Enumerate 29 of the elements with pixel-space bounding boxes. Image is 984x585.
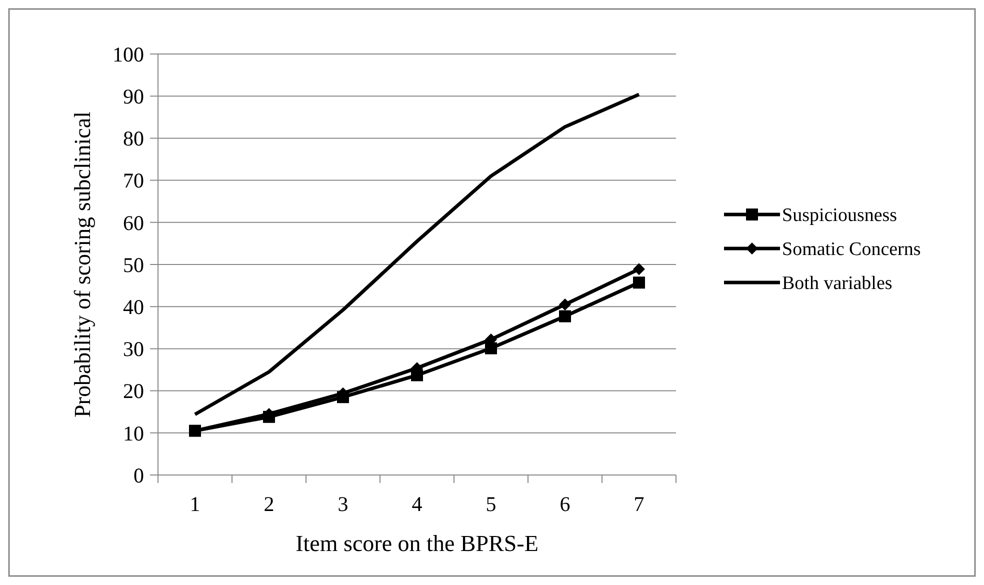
- legend-label: Somatic Concerns: [782, 239, 921, 260]
- y-tick-label: 100: [112, 42, 144, 66]
- legend-label: Suspiciousness: [782, 205, 898, 226]
- y-axis-title: Probability of scoring subclinical: [70, 112, 95, 418]
- y-tick-label: 50: [123, 252, 144, 277]
- x-tick-label: 6: [560, 492, 570, 516]
- x-tick-label: 3: [338, 492, 348, 516]
- y-tick-label: 10: [123, 421, 144, 446]
- y-tick-label: 0: [134, 463, 144, 488]
- x-axis-title: Item score on the BPRS-E: [296, 531, 538, 556]
- y-tick-label: 90: [123, 84, 144, 108]
- point: [633, 263, 645, 276]
- x-tick-label: 2: [264, 492, 274, 516]
- legend-label: Both variables: [782, 273, 892, 294]
- point: [559, 310, 571, 322]
- x-tick-label: 5: [486, 492, 496, 516]
- point: [485, 342, 497, 354]
- y-tick-label: 20: [123, 379, 144, 404]
- point: [559, 298, 571, 310]
- y-tick-label: 70: [123, 168, 144, 193]
- y-tick-label: 30: [123, 337, 144, 362]
- x-tick-label: 7: [634, 492, 644, 516]
- y-tick-label: 60: [123, 210, 144, 235]
- line-series: [193, 92, 641, 416]
- y-tick-label: 80: [123, 126, 144, 151]
- point: [633, 276, 645, 289]
- x-tick-label: 1: [190, 492, 200, 516]
- x-tick-label: 4: [412, 492, 423, 516]
- y-tick-label: 40: [123, 294, 144, 319]
